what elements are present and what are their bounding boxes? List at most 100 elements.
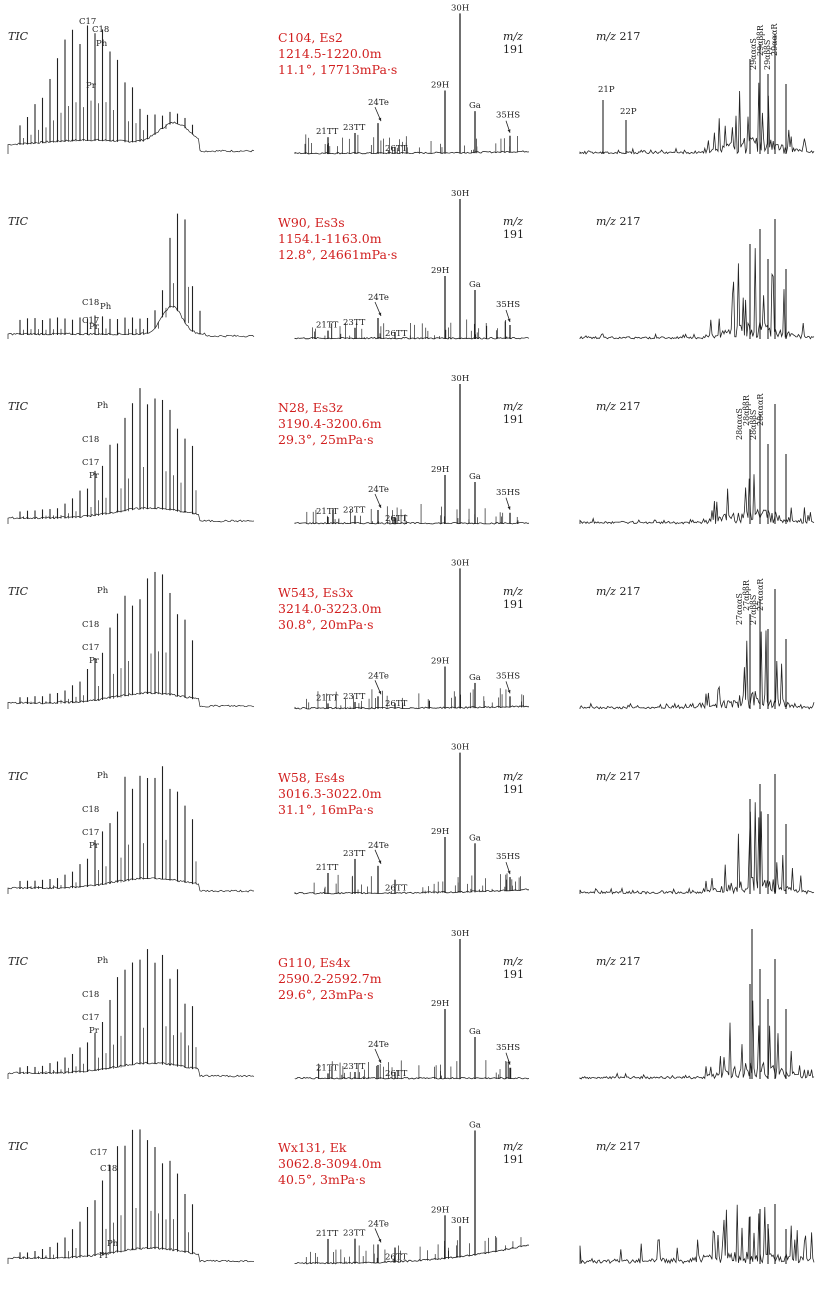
m191-chart: 21TT 23TT 24Te 26TT 29H 30H Ga 35HS — [294, 558, 530, 710]
tic-label-pr: Pr — [89, 322, 100, 332]
m191-label-29h: 29H — [431, 827, 449, 837]
m191-label-26tt: 26TT — [385, 514, 408, 524]
m191-label-26tt: 26TT — [385, 699, 408, 709]
tic-label-pr: Pr — [86, 81, 97, 91]
m217-panel: m/z 217 — [570, 1110, 830, 1300]
m191-label-23tt: 23TT — [343, 506, 366, 516]
m191-label-23tt: 23TT — [343, 123, 366, 133]
tic-label-c18: C18 — [82, 298, 99, 308]
sample-name: G110, Es4x — [278, 955, 351, 970]
tic-tag: TIC — [8, 955, 29, 968]
m191-label-30h: 30H — [451, 189, 469, 199]
tic-baseline-6 — [7, 1246, 255, 1264]
m191-tag: m/z 191 — [503, 400, 524, 426]
m217-label-3: 28αααR — [756, 393, 765, 426]
m217-trace-5 — [579, 1000, 815, 1080]
m191-baseline-1 — [294, 336, 530, 340]
m191-label-24te-arrow-head — [378, 504, 382, 508]
tic-label-pr: Pr — [89, 471, 100, 481]
tic-label-c18: C18 — [82, 805, 99, 815]
m191-label-23tt: 23TT — [343, 692, 366, 702]
m217-label-3: 27αααR — [756, 578, 765, 611]
m217-panel: m/z 217 — [570, 185, 830, 375]
sample-row: TIC Ph C18 C17 Pr 21TT 23TT 24Te 26TT 29H 30H Ga 35H… — [0, 370, 830, 560]
tic-panel: TIC C17 C18 Ph Pr — [0, 0, 270, 190]
m191-panel: 21TT 23TT 24Te 26TT 29H 30H Ga 35HS m/z 191 — [285, 925, 545, 1115]
m191-label-26tt: 26TT — [385, 329, 408, 339]
m191-panel: 21TT 23TT 24Te 26TT 29H 30H Ga 35HS m/z 191 — [285, 370, 545, 560]
m191-label-35hs-arrow-head — [507, 318, 511, 322]
m191-label-35hs-arrow-head — [507, 129, 511, 133]
sample-info: W58, Es4s 3016.3-3022.0m 31.1°, 16mPa·s — [278, 770, 382, 818]
m191-label-35hs: 35HS — [496, 671, 520, 681]
m191-label-29h: 29H — [431, 266, 449, 276]
tic-label-c18: C18 — [82, 435, 99, 445]
m217-label-1: 28αββR — [742, 394, 751, 426]
tic-label-pr: Pr — [89, 1026, 100, 1036]
m191-label-23tt: 23TT — [343, 1062, 366, 1072]
m191-label-35hs: 35HS — [496, 111, 520, 121]
m191-label-30h: 30H — [451, 374, 469, 384]
m217-label-2: 28αββS — [749, 410, 758, 440]
tic-label-c17: C17 — [90, 1148, 107, 1158]
m191-chart: 21TT 23TT 24Te 26TT 29H 30H Ga 35HS — [294, 929, 530, 1080]
tic-baseline-1 — [7, 305, 255, 339]
m191-label-35hs: 35HS — [496, 300, 520, 310]
sample-row: TIC C17 C18 Ph Pr 21TT 23TT 24Te 26TT 29H 30H Ga 35H… — [0, 0, 830, 190]
m217-chart — [579, 1204, 815, 1265]
m191-tag: m/z 191 — [503, 585, 524, 611]
m191-label-ga: Ga — [469, 673, 481, 683]
m217-tag: m/z 217 — [596, 955, 641, 968]
m217-trace-3 — [579, 630, 815, 710]
tic-label-c17: C17 — [79, 17, 96, 27]
m191-label-21tt: 21TT — [316, 321, 339, 331]
sample-name: N28, Es3z — [278, 400, 343, 415]
m217-panel: 21P 22P 29αααS 29αββR 29αββS 29αααR m/z 217 — [570, 0, 830, 190]
sample-properties: 40.5°, 3mPa·s — [278, 1172, 366, 1187]
m191-label-29h: 29H — [431, 657, 449, 667]
m191-baseline-2 — [294, 521, 530, 525]
m191-label-24te-arrow-head — [378, 117, 382, 122]
m217-tag: m/z 217 — [596, 30, 641, 43]
m191-label-24te: 24Te — [368, 293, 389, 303]
tic-chart: C18 Ph C17 Pr — [7, 571, 255, 709]
m191-label-35hs-arrow-head — [507, 870, 511, 875]
sample-properties: 31.1°, 16mPa·s — [278, 802, 374, 817]
m191-label-21tt: 21TT — [316, 1063, 339, 1073]
sample-properties: 12.8°, 24661mPa·s — [278, 247, 398, 262]
tic-tag: TIC — [8, 215, 29, 228]
m217-panel: 27αααS 27αββR 27αββS 27αααR m/z 217 — [570, 555, 830, 745]
m191-tag: m/z 191 — [503, 215, 524, 241]
m191-label-24te-arrow-head — [378, 690, 382, 695]
m191-label-21tt: 21TT — [316, 863, 339, 873]
m191-label-35hs-arrow-head — [507, 506, 511, 510]
m191-label-24te-arrow-head — [378, 1059, 382, 1063]
tic-label-pr: Pr — [89, 841, 100, 851]
m217-tag: m/z 217 — [596, 585, 641, 598]
m191-label-24te-arrow-head — [378, 860, 382, 864]
m217-chart — [579, 929, 815, 1080]
m191-label-29h: 29H — [431, 999, 449, 1009]
tic-label-ph: Ph — [97, 401, 109, 411]
m191-label-35hs-arrow-head — [507, 689, 511, 694]
m191-label-ga: Ga — [469, 1027, 481, 1037]
m217-trace-6 — [579, 1204, 815, 1265]
m191-panel: 21TT 23TT 24Te 26TT 29H 30H Ga m/z 191 — [285, 1110, 545, 1300]
tic-baseline-0 — [7, 121, 255, 154]
m217-label-0: 27αααS — [735, 593, 744, 625]
m191-label-35hs: 35HS — [496, 1043, 520, 1053]
tic-chart: C17 C18 Ph Pr — [7, 1129, 255, 1264]
m191-label-30h: 30H — [451, 743, 469, 753]
sample-name: C104, Es2 — [278, 30, 343, 45]
tic-baseline-5 — [7, 1061, 255, 1079]
tic-label-pr: Pr — [99, 1251, 110, 1261]
sample-name: W90, Es3s — [278, 215, 345, 230]
tic-tag: TIC — [8, 400, 29, 413]
m217-label-0: 28αααS — [735, 408, 744, 440]
tic-tag: TIC — [8, 770, 29, 783]
sample-info: Wx131, Ek 3062.8-3094.0m 40.5°, 3mPa·s — [278, 1140, 382, 1188]
tic-label-ph: Ph — [107, 1239, 119, 1249]
